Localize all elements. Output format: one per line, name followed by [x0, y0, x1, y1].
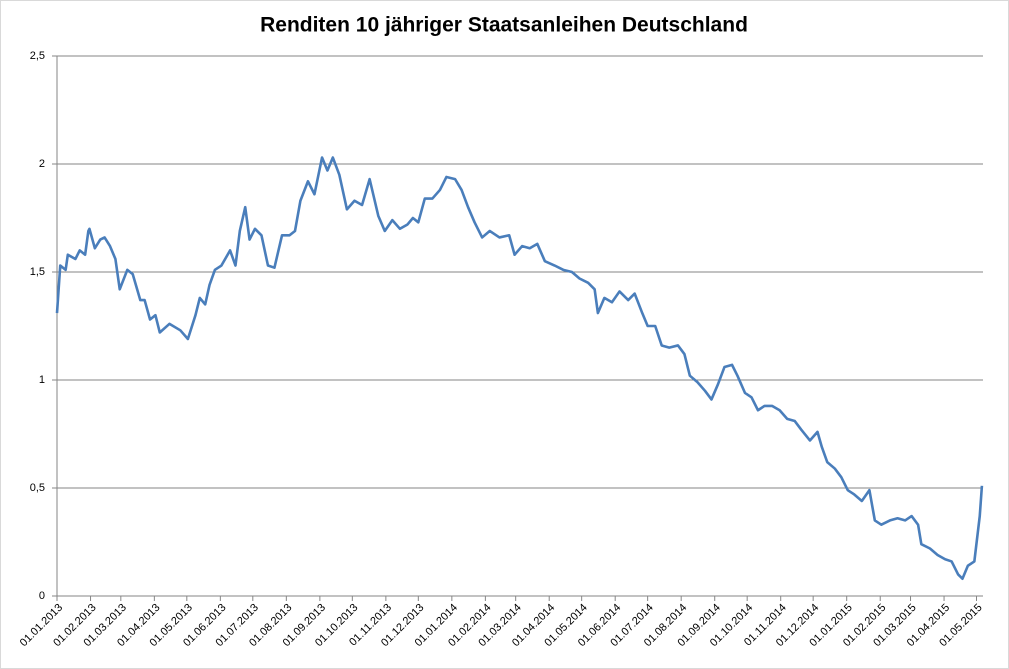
y-tick-label: 0,5 — [30, 482, 45, 494]
y-tick-label: 2 — [39, 158, 45, 170]
data-line — [55, 156, 984, 581]
y-tick-label: 2,5 — [30, 50, 45, 62]
y-tick-label: 0 — [39, 590, 45, 602]
y-tick-label: 1,5 — [30, 266, 45, 278]
chart-title: Renditen 10 jähriger Staatsanleihen Deut… — [260, 14, 748, 37]
y-tick-label: 1 — [39, 374, 45, 386]
